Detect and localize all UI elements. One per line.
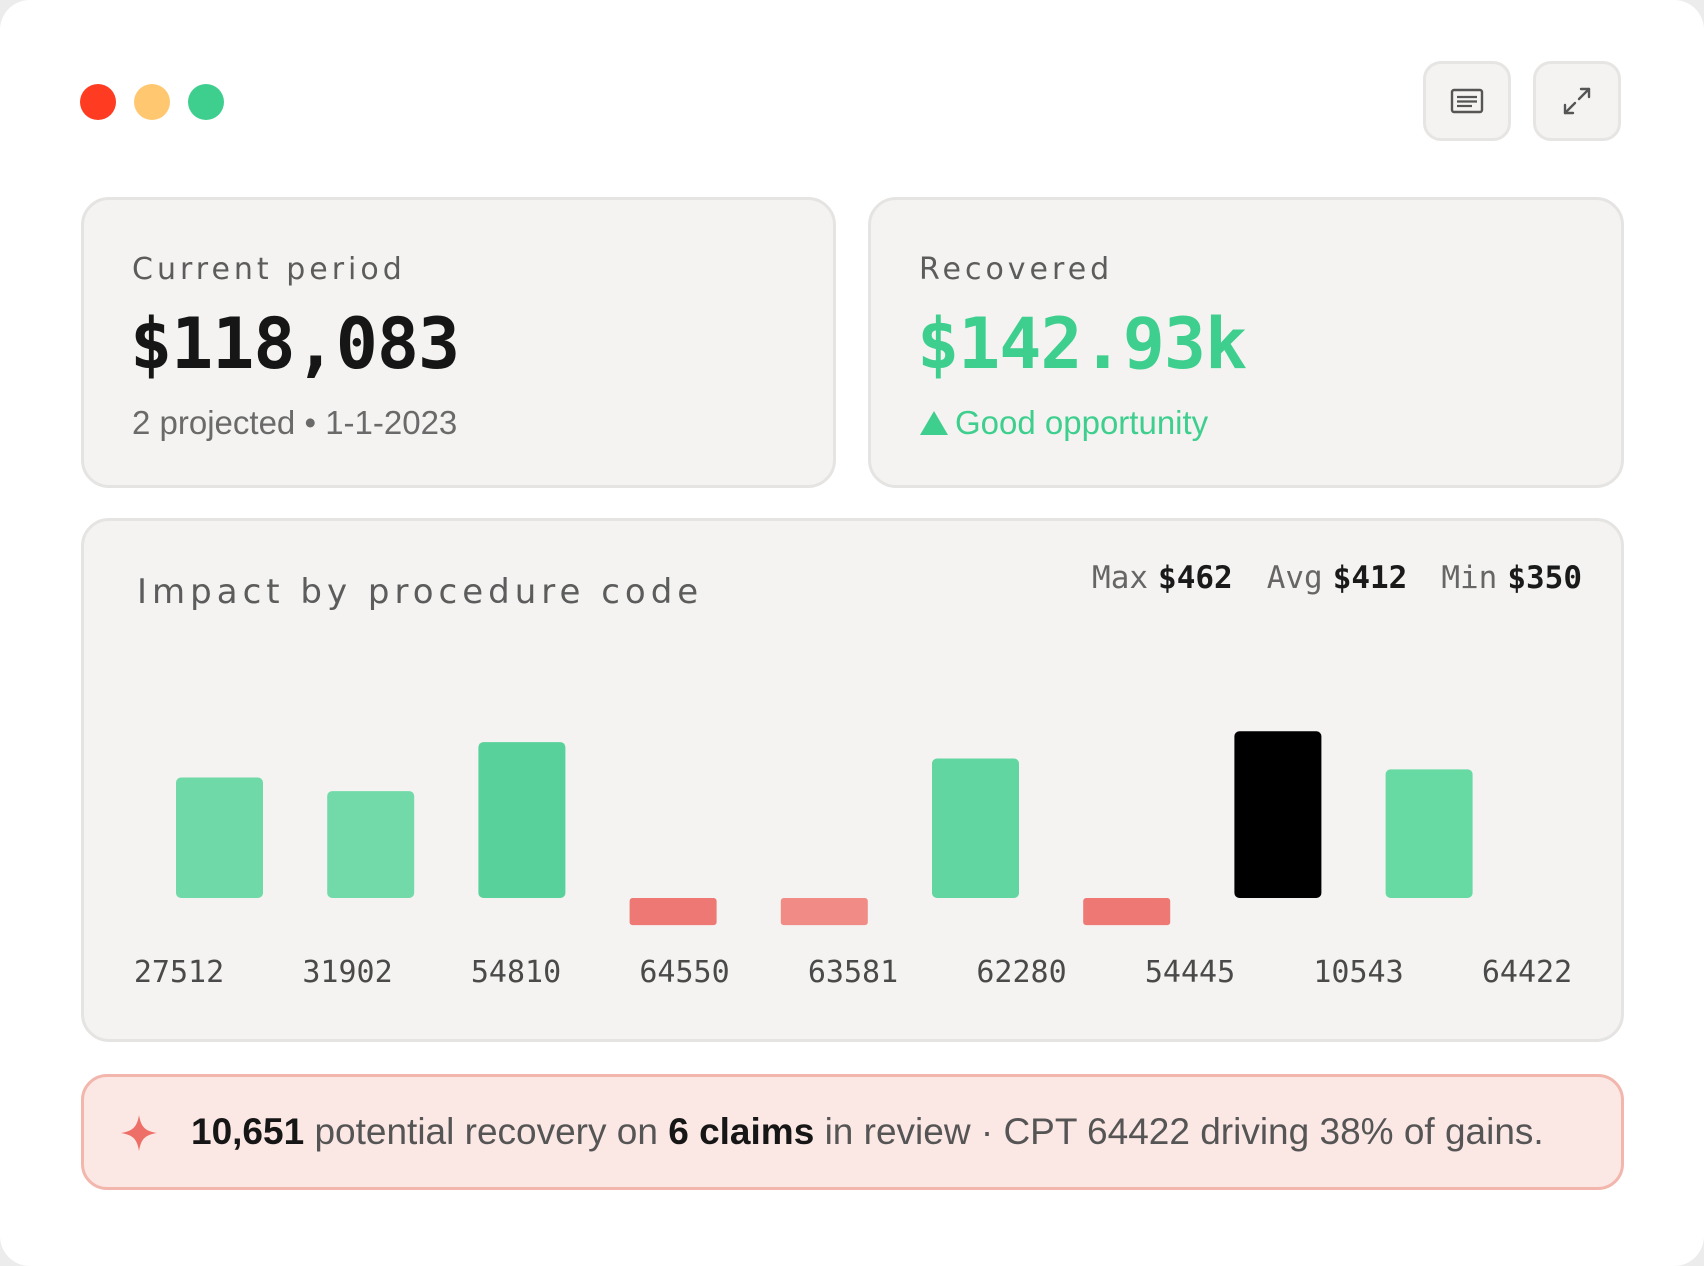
- chart-stats: Max $462 Avg $412 Min $350: [1092, 560, 1582, 596]
- projected-count: 2 projected: [132, 404, 296, 441]
- period-date: 1-1-2023: [325, 404, 458, 441]
- stat-avg: Avg $412: [1266, 560, 1408, 596]
- recovered-status: Good opportunity: [919, 404, 1208, 442]
- sparkle-icon: [121, 1115, 157, 1151]
- maximize-button[interactable]: [188, 84, 224, 120]
- claims-count: 6 claims: [668, 1111, 815, 1152]
- current-period-value: $118,083: [130, 303, 460, 385]
- stat-max: Max $462: [1092, 560, 1233, 596]
- x-label-27512: 27512: [133, 955, 225, 990]
- x-label-64550: 64550: [639, 955, 730, 990]
- x-label-62280: 62280: [976, 955, 1067, 990]
- current-period-subtitle: 2 projected • 1-1-2023: [132, 404, 457, 442]
- x-label-54810: 54810: [470, 955, 562, 990]
- stat-min: Min $350: [1441, 560, 1582, 596]
- current-period-card: Current period $118,083 2 projected • 1-…: [81, 197, 836, 488]
- separator-dot: •: [304, 404, 317, 441]
- minimize-button[interactable]: [134, 84, 170, 120]
- x-label-31902: 31902: [302, 955, 393, 990]
- insight-text: 10,651 potential recovery on 6 claims in…: [191, 1111, 1544, 1152]
- recovered-label: Recovered: [919, 252, 1114, 287]
- insight-banner: 10,651 potential recovery on 6 claims in…: [81, 1074, 1624, 1190]
- recovered-value: $142.93k: [917, 303, 1247, 385]
- x-label-63581: 63581: [807, 955, 899, 990]
- expand-icon: [1563, 87, 1591, 115]
- window-controls: [80, 84, 224, 120]
- caption-button[interactable]: [1423, 61, 1511, 141]
- caption-icon: [1450, 88, 1484, 114]
- close-button[interactable]: [80, 84, 116, 120]
- impact-chart-card: Impact by procedure code: [81, 518, 1624, 1042]
- recovered-card: Recovered $142.93k Good opportunity: [868, 197, 1624, 488]
- x-label-10543: 10543: [1313, 955, 1404, 990]
- recovered-status-text: Good opportunity: [955, 404, 1209, 441]
- triangle-up-icon: [920, 411, 948, 435]
- chart-title: Impact by procedure code: [137, 572, 704, 612]
- expand-button[interactable]: [1533, 61, 1621, 141]
- current-period-label: Current period: [132, 252, 406, 287]
- x-label-64422: 64422: [1481, 955, 1573, 990]
- recovery-amount: 10,651: [191, 1111, 305, 1152]
- x-label-54445: 54445: [1144, 955, 1236, 990]
